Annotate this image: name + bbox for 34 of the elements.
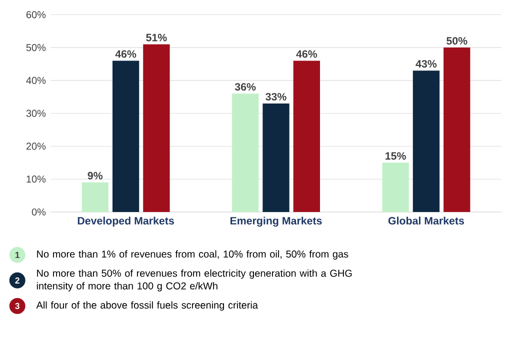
data-label: 33% bbox=[266, 92, 286, 101]
bar bbox=[293, 60, 320, 212]
data-label: 50% bbox=[446, 37, 468, 45]
bar bbox=[82, 182, 108, 212]
legend-label: All four of the above fossil fuels screening criteria bbox=[36, 301, 258, 311]
data-label: 43% bbox=[416, 60, 437, 68]
bar bbox=[444, 48, 470, 212]
y-tick-label: 60% bbox=[26, 11, 46, 18]
bar bbox=[262, 103, 290, 212]
bar bbox=[143, 44, 170, 212]
data-label: 9% bbox=[88, 172, 103, 180]
bar bbox=[382, 162, 409, 212]
y-tick-label: 10% bbox=[26, 176, 46, 183]
y-tick-label: 50% bbox=[26, 44, 46, 52]
data-label: 46% bbox=[296, 50, 318, 58]
bar bbox=[112, 60, 140, 212]
bar bbox=[412, 70, 440, 212]
data-label: 36% bbox=[234, 83, 256, 91]
y-tick-label: 30% bbox=[26, 110, 46, 117]
legend-label: No more than 1% of revenues from coal, 10% from oil, 50% from gas bbox=[37, 250, 348, 260]
x-tick-label: Developed Markets bbox=[78, 216, 174, 227]
legend-label: No more than 50% of revenues from electricity generation with a GHG intensity of more than 100 g CO2 e/kWh bbox=[36, 269, 352, 292]
text: 2 bbox=[15, 277, 20, 284]
x-tick-label: Global Markets bbox=[388, 216, 464, 225]
text: 3 bbox=[15, 302, 20, 310]
y-tick-label: 0% bbox=[32, 208, 46, 216]
x-tick-label: Emerging Markets bbox=[230, 216, 322, 227]
bar bbox=[232, 94, 259, 212]
text: 1 bbox=[15, 252, 20, 258]
data-label: 51% bbox=[146, 34, 167, 42]
y-tick-label: 40% bbox=[26, 76, 46, 84]
y-tick-label: 20% bbox=[26, 142, 46, 150]
data-label: 46% bbox=[115, 50, 136, 58]
data-label: 15% bbox=[386, 152, 406, 160]
